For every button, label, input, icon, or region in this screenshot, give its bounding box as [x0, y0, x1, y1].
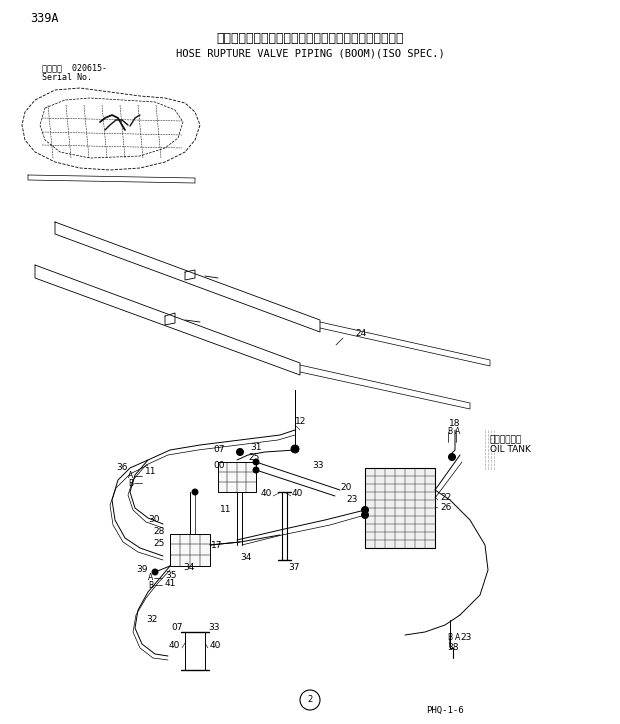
Bar [218, 462, 256, 492]
Text: 07: 07 [213, 445, 225, 455]
Text: 07: 07 [172, 623, 183, 633]
Text: 31: 31 [250, 444, 262, 452]
Circle shape [152, 569, 158, 575]
Text: 33: 33 [208, 623, 219, 633]
Text: 11: 11 [220, 505, 231, 515]
Text: 35: 35 [165, 571, 177, 579]
Text: 34: 34 [184, 563, 195, 573]
Circle shape [291, 445, 299, 453]
Text: 20: 20 [340, 482, 352, 492]
Text: 39: 39 [136, 565, 148, 575]
Text: B: B [148, 581, 153, 589]
Circle shape [361, 507, 368, 513]
Text: 34: 34 [241, 554, 252, 563]
Text: 17: 17 [211, 541, 222, 550]
Text: B: B [447, 427, 452, 437]
Text: 36: 36 [117, 463, 128, 473]
Text: A: A [148, 573, 153, 583]
Text: Serial No.: Serial No. [42, 74, 92, 83]
Text: 通用号機  020615-: 通用号機 020615- [42, 64, 107, 72]
Text: 30: 30 [149, 515, 160, 524]
Text: OIL TANK: OIL TANK [490, 445, 531, 455]
Text: 25: 25 [248, 452, 259, 461]
Circle shape [192, 489, 198, 495]
Text: 00: 00 [213, 460, 225, 469]
Circle shape [253, 467, 259, 473]
Circle shape [361, 511, 368, 518]
Text: A: A [455, 634, 460, 642]
Text: 2: 2 [308, 696, 312, 704]
Text: 24: 24 [355, 329, 366, 337]
Text: PHQ-1-6: PHQ-1-6 [426, 705, 464, 715]
Circle shape [236, 448, 244, 455]
Text: B: B [128, 479, 133, 487]
Text: A: A [455, 427, 460, 437]
Circle shape [448, 453, 456, 460]
Text: 40: 40 [260, 489, 272, 497]
Text: B: B [447, 634, 452, 642]
Text: オイルタンク: オイルタンク [490, 436, 522, 445]
Text: 40: 40 [169, 641, 180, 649]
Text: 40: 40 [210, 641, 221, 649]
Text: 38: 38 [447, 644, 459, 652]
Text: 26: 26 [440, 502, 451, 511]
Text: 22: 22 [440, 492, 451, 502]
Text: 23: 23 [460, 634, 471, 642]
Text: 339A: 339A [30, 12, 58, 25]
Text: 18: 18 [450, 418, 461, 427]
Text: 37: 37 [288, 563, 299, 573]
Text: 12: 12 [295, 418, 306, 426]
Text: 28: 28 [154, 528, 165, 536]
Text: 11: 11 [145, 466, 156, 476]
Text: 25: 25 [154, 539, 165, 549]
Bar [365, 468, 435, 548]
Text: 40: 40 [292, 489, 303, 497]
Text: ホースラプチャーバルブ配管（ブーム）（ＩＳＯ仕様）: ホースラプチャーバルブ配管（ブーム）（ＩＳＯ仕様） [216, 32, 404, 44]
Text: 23: 23 [347, 495, 358, 505]
Text: A: A [128, 471, 133, 481]
Text: 33: 33 [312, 460, 324, 469]
Text: 41: 41 [165, 579, 176, 589]
Circle shape [253, 459, 259, 465]
Text: HOSE RUPTURE VALVE PIPING (BOOM)(ISO SPEC.): HOSE RUPTURE VALVE PIPING (BOOM)(ISO SPE… [175, 48, 445, 58]
Bar [170, 534, 210, 566]
Text: 32: 32 [146, 615, 158, 625]
